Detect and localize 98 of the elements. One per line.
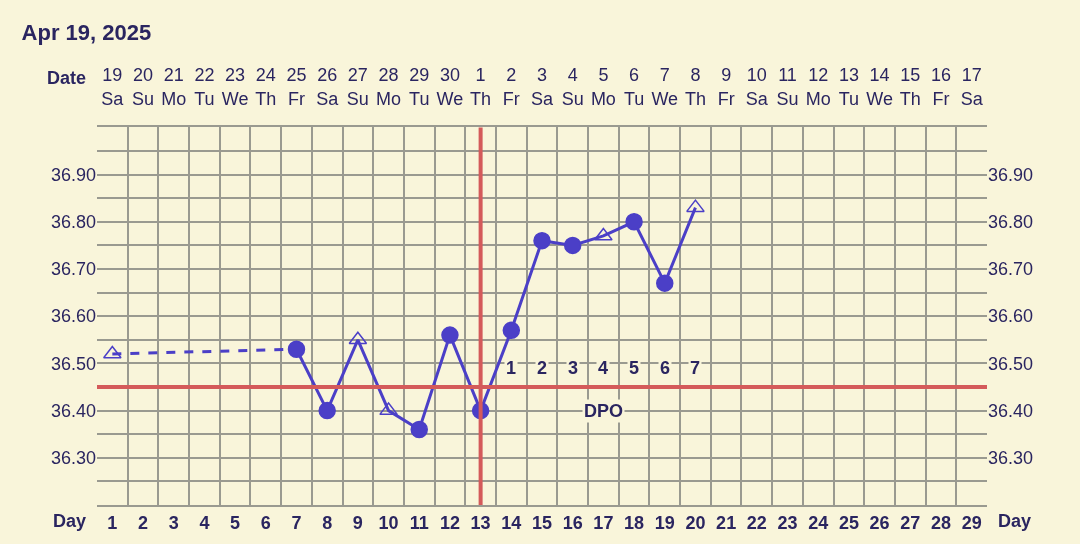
x-tick-label: 2	[138, 512, 149, 533]
annotation: 3	[568, 358, 579, 378]
x-tick-label: 9	[352, 512, 363, 533]
point	[625, 213, 643, 231]
y2-tick-label: 36.80	[988, 212, 1034, 233]
x-tick-label: 5	[230, 512, 241, 533]
point	[379, 402, 398, 416]
x-tick-label: 24	[808, 512, 829, 533]
x-tick-label: 22	[746, 512, 767, 533]
x2-tick-label: 6 Tu	[623, 65, 645, 109]
x2-tick-label: 4 Su	[561, 65, 584, 109]
point	[410, 420, 428, 439]
point	[656, 274, 674, 292]
x2-tick-label: 7 We	[651, 65, 679, 109]
x-tick-label: 21	[716, 512, 737, 533]
y-tick-label: 36.30	[50, 448, 96, 469]
y2-tick-label: 36.30	[988, 448, 1034, 469]
x2-tick-label: 30 We	[436, 65, 464, 109]
x-tick-label: 29	[961, 512, 982, 533]
x2-tick-label: 27 Su	[346, 65, 369, 109]
x2-axis-title: Date	[47, 68, 87, 88]
x-tick-label: 13	[470, 512, 491, 533]
annotation: DPO	[584, 401, 624, 421]
x-tick-label: 3	[168, 512, 179, 533]
x2-tick-label: 21 Mo	[161, 65, 187, 109]
point	[502, 321, 521, 340]
annotation: 4	[598, 358, 609, 378]
x-tick-label: 14	[501, 512, 522, 533]
x2-tick-label: 9 Fr	[717, 65, 735, 109]
point	[686, 199, 705, 213]
point	[348, 331, 368, 345]
point	[287, 340, 306, 358]
x-tick-label: 26	[869, 512, 890, 533]
point	[593, 227, 613, 241]
x2-tick-label: 12 Mo	[805, 65, 831, 109]
x-tick-label: 23	[777, 512, 798, 533]
x2-tick-label: 8 Th	[684, 65, 706, 109]
y2-tick-label: 36.90	[988, 164, 1034, 185]
x2-tick-label: 13 Tu	[838, 65, 860, 109]
x2-tick-label: 5 Mo	[590, 65, 616, 109]
annotation: 1	[506, 358, 517, 378]
x-tick-label: 10	[378, 512, 399, 533]
x2-tick-label: 25 Fr	[286, 65, 307, 109]
y2-tick-label: 36.70	[988, 259, 1034, 280]
x2-tick-label: 20 Su	[132, 65, 155, 109]
annotation: 6	[660, 358, 671, 378]
y-tick-label: 36.80	[50, 212, 96, 233]
point	[563, 236, 582, 255]
x-tick-label: 28	[930, 512, 951, 533]
x2-tick-label: 22 Tu	[194, 65, 215, 109]
x2-tick-label: 17 Sa	[960, 65, 984, 109]
x-tick-label: 20	[685, 512, 706, 533]
annotation: 2	[537, 358, 548, 378]
y2-tick-label: 36.50	[988, 353, 1034, 374]
x-tick-label: 19	[654, 512, 675, 533]
text: Day	[998, 511, 1032, 531]
y2-tick-label: 36.60	[988, 306, 1034, 327]
point	[102, 345, 122, 359]
x2-tick-label: 24 Th	[255, 65, 277, 109]
x-tick-label: 25	[838, 512, 859, 533]
x-tick-label: 11	[409, 512, 429, 533]
x-tick-label: 18	[624, 512, 645, 533]
x2-tick-label: 14 We	[866, 65, 893, 109]
chart-title: Apr 19, 2025	[21, 20, 152, 46]
x-axis-title: Day	[53, 511, 87, 531]
x2-tick-label: 16 Fr	[930, 65, 951, 109]
x-tick-label: 16	[562, 512, 583, 533]
x2-tick-label: 26 Sa	[316, 65, 340, 109]
y-tick-label: 36.50	[50, 353, 96, 374]
x2-tick-label: 19 Sa	[101, 65, 125, 109]
point	[318, 401, 336, 420]
y-tick-label: 36.60	[50, 306, 96, 327]
point	[533, 231, 551, 250]
y-tick-label: 36.70	[50, 259, 96, 280]
x2-tick-label: 2 Fr	[502, 65, 520, 109]
x2-tick-label: 28 Mo	[376, 65, 402, 109]
annotation: 5	[629, 358, 640, 378]
x2-tick-label: 29 Tu	[409, 65, 430, 109]
x2-tick-label: 15 Th	[899, 65, 921, 109]
x-tick-label: 27	[900, 512, 921, 533]
x-tick-label: 15	[531, 512, 553, 533]
x-tick-label: 7	[291, 512, 302, 533]
x2-tick-label: 23 We	[221, 65, 249, 109]
y-tick-label: 36.90	[50, 164, 96, 185]
x2-tick-label: 10 Sa	[745, 65, 769, 109]
x-tick-label: 6	[260, 512, 271, 533]
x2-tick-label: 11 Su	[776, 65, 799, 109]
y2-tick-label: 36.40	[988, 400, 1034, 421]
x2-tick-label: 1 Th	[470, 65, 492, 109]
x-tick-label: 17	[593, 512, 614, 533]
annotation: 7	[690, 358, 701, 378]
x2-tick-label: 3 Sa	[530, 65, 554, 109]
x-tick-label: 8	[322, 512, 333, 533]
point	[441, 326, 459, 344]
y-tick-label: 36.40	[50, 400, 96, 421]
x-tick-label: 12	[439, 512, 460, 533]
x-tick-label: 1	[107, 512, 118, 533]
x-tick-label: 4	[199, 512, 210, 533]
